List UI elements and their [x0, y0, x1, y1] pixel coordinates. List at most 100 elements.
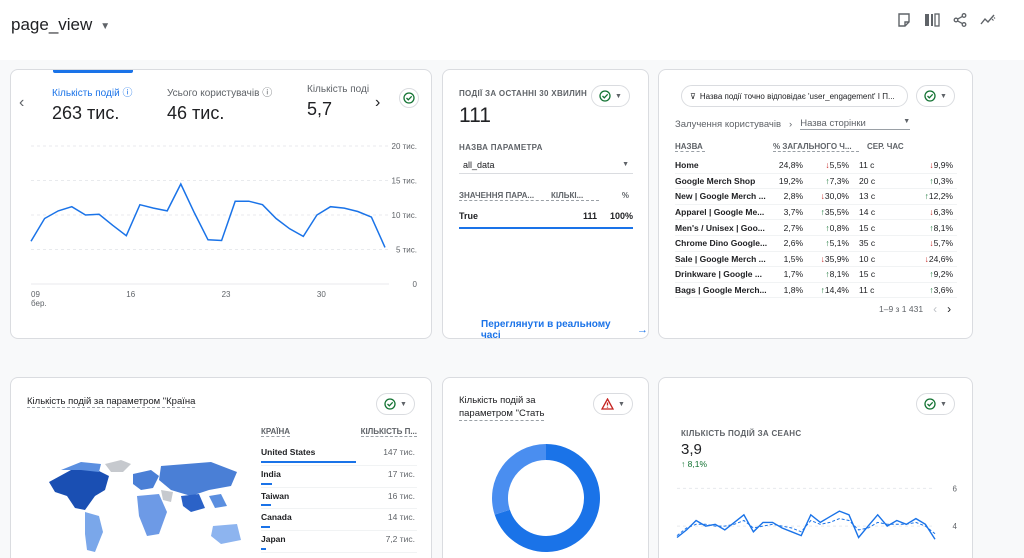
country-value: 17 тис.: [387, 468, 415, 479]
table-row[interactable]: Apparel | Google Me... 3,7% ↑35,5% 14 с ↓6,3…: [675, 205, 957, 221]
tab-event-count[interactable]: Кількість подій ⓘ 263 тис.: [52, 84, 132, 124]
dimension-select[interactable]: Назва сторінки ▼: [800, 118, 911, 130]
metric-label[interactable]: Залучення користувачів: [675, 118, 782, 130]
country-name: Canada: [261, 512, 292, 523]
cell-time: 14 с: [849, 207, 897, 217]
table-row[interactable]: Sale | Google Merch ... 1,5% ↓35,9% 10 с ↓24…: [675, 252, 957, 268]
cell-name: Home: [675, 160, 767, 170]
row-pct: 100%: [609, 211, 633, 221]
arrow-down-icon: ↓: [825, 160, 830, 171]
col-param-value: ЗНАЧЕННЯ ПАРА...: [459, 191, 549, 201]
cell-pct: 1,7%: [767, 269, 803, 279]
cell-pct: 24,8%: [767, 160, 803, 170]
cell-value: New | Google Merch ...: [675, 191, 766, 202]
cell-d1: ↑5,1%: [803, 238, 849, 248]
page-header: page_view ▼: [0, 0, 1024, 60]
arrow-down-icon: ↓: [929, 238, 934, 249]
cell-value: 3,6%: [933, 285, 953, 296]
arrow-up-icon: ↑: [820, 207, 825, 218]
param-select[interactable]: all_data ▼: [459, 156, 633, 174]
event-selector[interactable]: page_view ▼: [11, 15, 110, 35]
table-row[interactable]: Taiwan 16 тис.: [261, 488, 417, 510]
cell-d1: ↓5,5%: [803, 160, 849, 170]
arrow-up-icon: ↑: [929, 175, 934, 186]
table-row[interactable]: Home 24,8% ↓5,5% 11 с ↓9,9%: [675, 158, 957, 174]
table-row[interactable]: Bags | Google Merch... 1,8% ↑14,4% 11 с ↑3,6…: [675, 283, 957, 299]
chevron-left-icon[interactable]: ‹: [19, 94, 25, 111]
cell-value: Sale | Google Merch ...: [675, 253, 766, 264]
table-row[interactable]: Chrome Dino Google... 2,6% ↑5,1% 35 с ↓5,7%: [675, 236, 957, 252]
gender-title-line2: параметром "Стать: [459, 408, 545, 419]
pages-table-body: Home 24,8% ↓5,5% 11 с ↓9,9% Google Merch Shop…: [675, 158, 957, 299]
realtime-status-button[interactable]: ▼: [591, 85, 630, 107]
cell-time: 20 с: [849, 176, 897, 186]
tab-events-per-user[interactable]: Кількість поді 5,7: [307, 84, 369, 120]
country-bar: [261, 504, 271, 507]
filter-icon: ⊽: [690, 91, 696, 101]
gender-card-title: Кількість подій за параметром "Стать: [459, 394, 545, 421]
insights-icon[interactable]: [980, 12, 996, 28]
cell-value: Chrome Dino Google...: [675, 238, 767, 249]
table-row[interactable]: New | Google Merch ... 2,8% ↓30,0% 13 с ↑12,…: [675, 189, 957, 205]
chevron-right-icon[interactable]: ›: [947, 302, 952, 316]
arrow-up-icon: ↑: [929, 269, 934, 280]
gender-status-button[interactable]: ▼: [593, 393, 633, 415]
country-bar: [261, 482, 272, 485]
pages-card: ⊽ Назва події точно відповідає 'user_eng…: [658, 69, 973, 339]
arrow-up-icon: ↑: [820, 285, 825, 296]
cell-value: 1,5%: [783, 253, 803, 264]
compare-icon[interactable]: [924, 12, 940, 28]
cell-value: 3,7%: [783, 207, 803, 218]
arrow-up-icon: ↑: [825, 175, 830, 186]
cell-value: 6,3%: [933, 207, 953, 218]
country-status-button[interactable]: ▼: [376, 393, 415, 415]
table-row[interactable]: United States 147 тис.: [261, 444, 417, 466]
y-tick-label: 4: [953, 522, 958, 531]
arrow-down-icon: ↓: [924, 253, 929, 264]
tab-total-users[interactable]: Усього користувачів ⓘ 46 тис.: [167, 84, 272, 124]
table-row[interactable]: Men's / Unisex | Goo... 2,7% ↑0,8% 15 с ↑8,1…: [675, 220, 957, 236]
dimension-label: Назва сторінки: [800, 118, 866, 129]
cell-name: Sale | Google Merch ...: [675, 254, 767, 264]
cell-pct: 2,6%: [767, 238, 803, 248]
table-row[interactable]: India 17 тис.: [261, 466, 417, 488]
pages-status-button[interactable]: ▼: [916, 85, 955, 107]
filter-chip[interactable]: ⊽ Назва події точно відповідає 'user_eng…: [681, 85, 908, 107]
filter-text: Назва події точно відповідає 'user_engag…: [699, 91, 895, 101]
chevron-down-icon: ▼: [400, 400, 407, 408]
realtime-link-text: Переглянути в реальному часі: [481, 319, 611, 339]
table-row[interactable]: Japan 7,2 тис.: [261, 531, 417, 553]
cell-name: Men's / Unisex | Goo...: [675, 223, 767, 233]
col-avg-time: СЕР. ЧАС: [867, 142, 904, 151]
tab-label: Кількість подій: [52, 88, 120, 99]
report-icon[interactable]: [896, 12, 912, 28]
cell-name: Apparel | Google Me...: [675, 207, 767, 217]
y-tick-label: 0: [413, 280, 418, 289]
session-status-button[interactable]: ▼: [916, 393, 955, 415]
table-row[interactable]: Canada 14 тис.: [261, 509, 417, 532]
pages-table-header: НАЗВА % ЗАГАЛЬНОГО Ч... СЕР. ЧАС: [675, 142, 957, 152]
table-row[interactable]: Drinkware | Google ... 1,7% ↑8,1% 15 с ↑9,2%: [675, 267, 957, 283]
cell-value: 5,1%: [829, 238, 849, 249]
table-row[interactable]: Google Merch Shop 19,2% ↑7,3% 20 с ↑0,3%: [675, 174, 957, 190]
chevron-left-icon[interactable]: ‹: [933, 302, 938, 316]
share-icon[interactable]: [952, 12, 968, 28]
cell-d1: ↓30,0%: [803, 191, 849, 201]
arrow-up-icon: ↑: [924, 191, 929, 202]
status-ok-icon[interactable]: [399, 88, 419, 108]
page-title: page_view: [11, 15, 93, 34]
cell-value: 24,6%: [928, 253, 953, 264]
cell-value: 15 с: [859, 269, 876, 280]
realtime-link[interactable]: Переглянути в реальному часі →: [481, 319, 648, 339]
metric-dim-row: Залучення користувачів › Назва сторінки …: [675, 118, 911, 130]
x-tick-label: 30: [317, 290, 326, 299]
cell-value: 19,2%: [778, 175, 803, 186]
y-tick-label: 5 тис.: [396, 246, 417, 255]
country-table-body: United States 147 тис. India 17 тис. Taiwan 1…: [261, 444, 417, 553]
country-bar: [261, 547, 266, 550]
cell-value: 30,0%: [824, 191, 849, 202]
chevron-right-icon[interactable]: ›: [375, 94, 381, 111]
cell-d2: ↑9,2%: [897, 269, 953, 279]
x-tick-sublabel: бер.: [31, 299, 47, 308]
